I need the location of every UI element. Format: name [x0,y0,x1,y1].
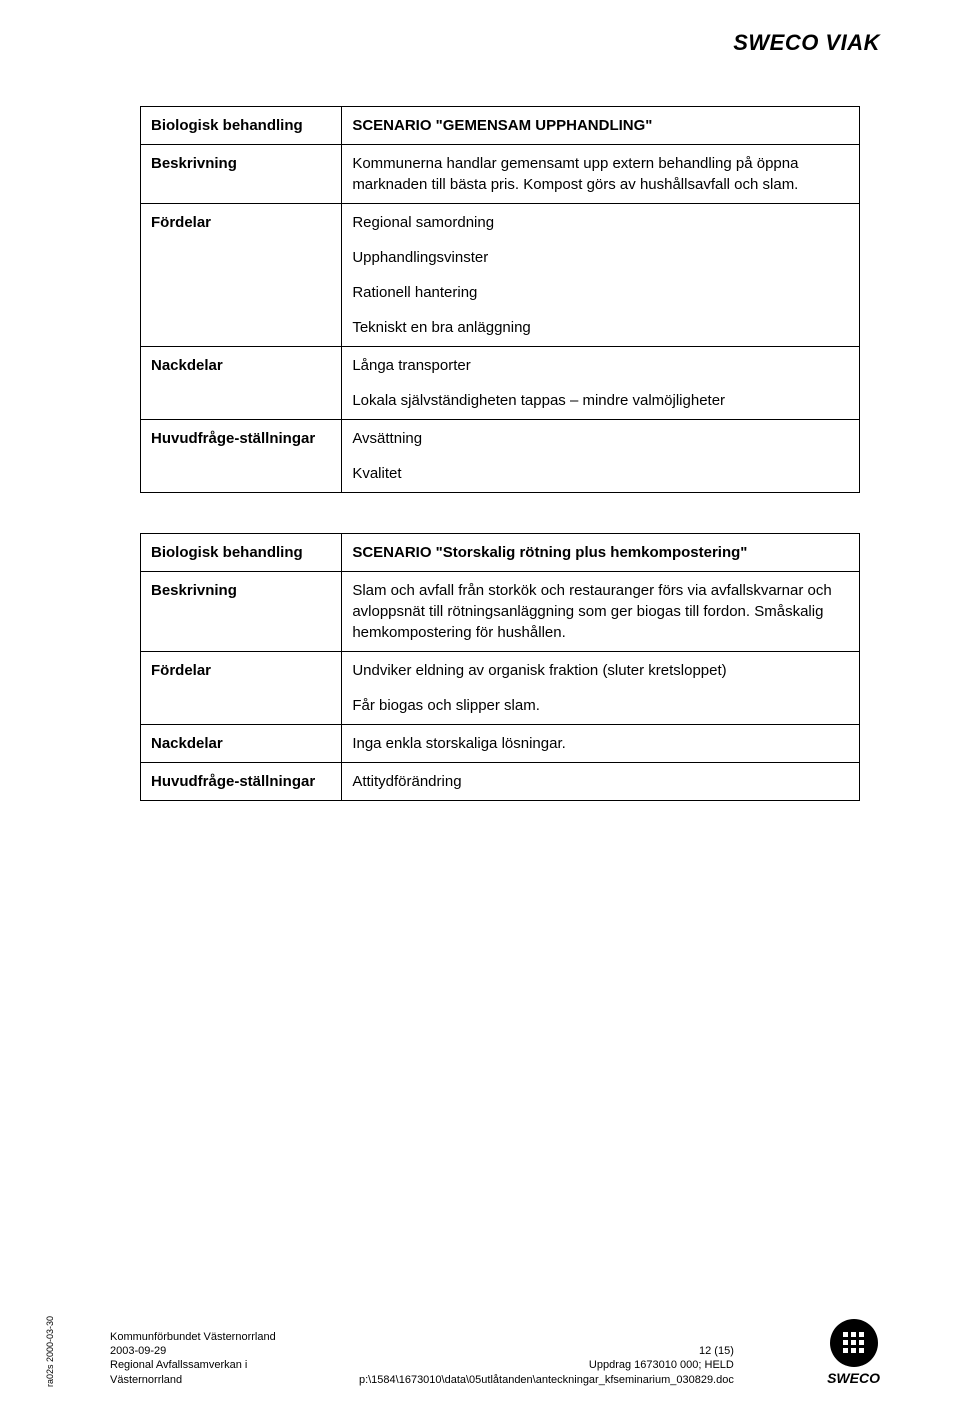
t1-r1-label: Beskrivning [141,145,342,204]
t2-r2-label: Fördelar [141,652,342,725]
footer-left-line4: Västernorrland [110,1373,276,1387]
t1-r4-content: Avsättning Kvalitet [342,420,860,493]
t1-r4-p0: Avsättning [352,428,849,449]
t2-r3-content: Inga enkla storskaliga lösningar. [342,725,860,763]
t1-r2-content: Regional samordning Upphandlingsvinster … [342,204,860,347]
t2-r4-label: Huvudfråge-ställningar [141,763,342,801]
t1-r3-content: Långa transporter Lokala självständighet… [342,347,860,420]
t1-r4-p1: Kvalitet [352,463,849,484]
t1-r0-label: Biologisk behandling [141,107,342,145]
side-note: ra02s 2000-03-30 [45,1316,55,1387]
t1-r3-label: Nackdelar [141,347,342,420]
footer-page-number: 12 (15) [359,1344,734,1358]
t2-r2-p0: Undviker eldning av organisk fraktion (s… [352,660,849,681]
t1-r3-p1: Lokala självständigheten tappas – mindre… [352,390,849,411]
scenario-table-2: Biologisk behandling SCENARIO "Storskali… [140,533,860,801]
t2-r4-content: Attitydförändring [342,763,860,801]
t2-r1-content: Slam och avfall från storkök och restaur… [342,572,860,652]
sweco-logo-icon [830,1319,878,1367]
t1-r2-p3: Tekniskt en bra anläggning [352,317,849,338]
t1-r3-p0: Långa transporter [352,355,849,376]
t1-r1-content: Kommunerna handlar gemensamt upp extern … [342,145,860,204]
brand-header: SWECO VIAK [140,30,880,56]
t1-r4-label: Huvudfråge-ställningar [141,420,342,493]
t2-r0-label: Biologisk behandling [141,534,342,572]
t1-r2-p2: Rationell hantering [352,282,849,303]
t2-r0-content: SCENARIO "Storskalig rötning plus hemkom… [342,534,860,572]
page-footer: Kommunförbundet Västernorrland 2003-09-2… [110,1319,880,1387]
t1-r2-p1: Upphandlingsvinster [352,247,849,268]
footer-left-line2: 2003-09-29 [110,1344,276,1358]
footer-left-line3: Regional Avfallssamverkan i [110,1358,276,1372]
sweco-logo-text: SWECO [827,1369,880,1387]
t2-r3-label: Nackdelar [141,725,342,763]
t1-r2-label: Fördelar [141,204,342,347]
t2-r1-label: Beskrivning [141,572,342,652]
t2-r2-p1: Får biogas och slipper slam. [352,695,849,716]
footer-uppdrag: Uppdrag 1673010 000; HELD [359,1358,734,1372]
footer-filepath: p:\1584\1673010\data\05utlåtanden\anteck… [359,1373,734,1387]
t1-r0-content: SCENARIO "GEMENSAM UPPHANDLING" [342,107,860,145]
scenario-table-1: Biologisk behandling SCENARIO "GEMENSAM … [140,106,860,493]
footer-right: SWECO [827,1319,880,1387]
t1-r2-p0: Regional samordning [352,212,849,233]
footer-left-line1: Kommunförbundet Västernorrland [110,1330,276,1344]
footer-center: 12 (15) Uppdrag 1673010 000; HELD p:\158… [359,1344,744,1387]
t2-r2-content: Undviker eldning av organisk fraktion (s… [342,652,860,725]
footer-left: Kommunförbundet Västernorrland 2003-09-2… [110,1330,276,1387]
